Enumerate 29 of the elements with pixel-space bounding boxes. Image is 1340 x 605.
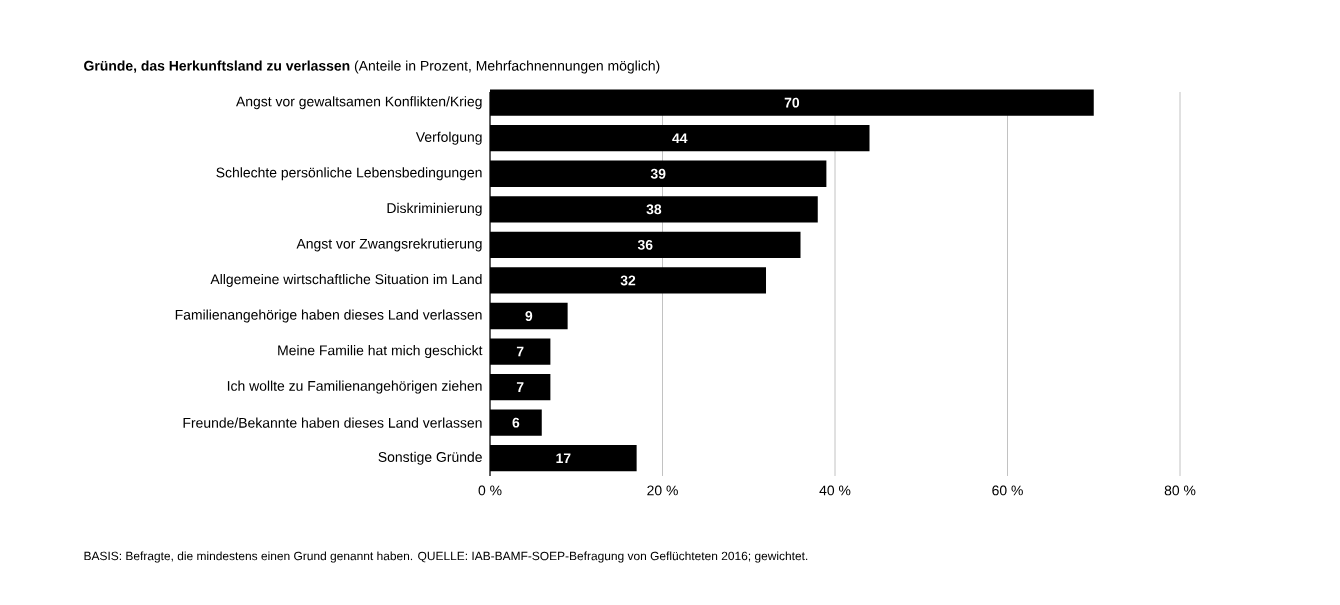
data-label: 44 <box>672 133 688 144</box>
data-label: 17 <box>556 453 571 464</box>
data-label: 7 <box>516 382 524 392</box>
y-tick-label: Verfolgung <box>415 131 482 145</box>
x-tick-label: 60 % <box>992 485 1023 496</box>
data-label: 70 <box>784 97 800 108</box>
y-tick-label: Familienangehörige haben dieses Land verlassen <box>175 309 482 323</box>
data-label: 39 <box>650 168 666 179</box>
x-tick-label: 40 % <box>819 485 851 496</box>
y-tick-label: Meine Familie hat mich geschickt <box>278 345 483 359</box>
y-tick-label: Allgemeine wirtschaftliche Situation im Land <box>210 273 482 287</box>
x-tick-label: 0 % <box>478 485 502 496</box>
data-label: 6 <box>512 417 520 428</box>
y-tick-label: Diskriminierung <box>387 202 482 216</box>
data-label: 7 <box>516 346 524 357</box>
data-label: 32 <box>620 275 636 286</box>
text: BASIS: Befragte, die mindestens einen Grund genannt haben. QUELLE: IAB-BAMF-SOEP-Befragung von Geflüchteten 2016; gewichtet. <box>84 551 808 563</box>
data-label: 38 <box>646 204 662 215</box>
y-tick-label: Angst vor gewaltsamen Konflikten/Krieg <box>236 96 482 110</box>
data-label: 36 <box>637 239 653 250</box>
text: Gründe, das Herkunftsland zu verlassen (Anteile in Prozent, Mehrfachnennungen möglich) <box>84 60 660 74</box>
y-tick-label: Angst vor Zwangsrekrutierung <box>296 238 482 252</box>
y-tick-label: Sonstige Gründe <box>378 451 482 465</box>
y-tick-label: Schlechte persönliche Lebensbedingungen <box>216 167 482 181</box>
y-tick-label: Ich wollte zu Familienangehörigen ziehen <box>227 380 482 394</box>
y-tick-label: Freunde/Bekannte haben dieses Land verlassen <box>183 417 482 428</box>
data-label: 9 <box>525 311 533 321</box>
x-tick-label: 80 % <box>1164 485 1196 496</box>
x-tick-label: 20 % <box>647 485 678 496</box>
